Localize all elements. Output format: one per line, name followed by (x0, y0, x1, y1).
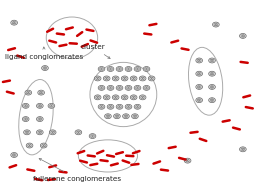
Circle shape (240, 33, 246, 38)
Circle shape (121, 76, 128, 81)
Circle shape (114, 114, 120, 119)
Circle shape (132, 114, 138, 119)
Circle shape (209, 84, 215, 89)
Circle shape (107, 85, 114, 90)
Circle shape (134, 104, 141, 109)
Circle shape (89, 134, 96, 139)
Circle shape (103, 76, 110, 81)
Circle shape (209, 58, 215, 63)
Circle shape (38, 90, 44, 95)
Circle shape (103, 95, 110, 100)
Circle shape (130, 95, 137, 100)
Circle shape (139, 76, 146, 81)
Circle shape (125, 85, 132, 90)
Circle shape (130, 76, 137, 81)
Circle shape (112, 95, 119, 100)
Circle shape (196, 71, 203, 76)
Circle shape (125, 67, 132, 71)
Circle shape (36, 130, 43, 135)
Circle shape (24, 130, 30, 135)
Circle shape (75, 130, 82, 135)
Circle shape (213, 22, 219, 27)
Circle shape (123, 114, 129, 119)
Text: fullerene conglomerates: fullerene conglomerates (33, 159, 121, 182)
Text: cluster: cluster (81, 44, 110, 59)
Circle shape (49, 130, 56, 135)
Circle shape (98, 104, 105, 109)
Circle shape (36, 103, 43, 108)
Circle shape (196, 98, 203, 103)
Circle shape (134, 67, 141, 71)
Circle shape (36, 117, 43, 122)
Circle shape (105, 114, 111, 119)
Circle shape (22, 117, 29, 122)
Circle shape (209, 71, 215, 76)
Circle shape (148, 76, 155, 81)
Circle shape (240, 147, 246, 152)
Circle shape (116, 85, 123, 90)
Circle shape (112, 76, 119, 81)
Circle shape (11, 153, 17, 157)
Circle shape (121, 95, 128, 100)
Circle shape (143, 85, 150, 90)
Circle shape (26, 143, 33, 148)
Circle shape (184, 158, 191, 163)
Circle shape (94, 76, 101, 81)
Circle shape (25, 90, 32, 95)
Circle shape (42, 66, 48, 70)
Circle shape (107, 67, 114, 71)
Circle shape (22, 103, 29, 108)
Circle shape (40, 143, 47, 148)
Circle shape (125, 104, 132, 109)
Circle shape (11, 20, 17, 25)
Circle shape (143, 67, 150, 71)
Text: ligand conglomerates: ligand conglomerates (5, 47, 83, 60)
Circle shape (98, 85, 105, 90)
Circle shape (116, 67, 123, 71)
Circle shape (94, 95, 101, 100)
Circle shape (196, 84, 203, 89)
Circle shape (139, 95, 146, 100)
Circle shape (209, 98, 215, 103)
Circle shape (116, 104, 123, 109)
Circle shape (107, 104, 114, 109)
Circle shape (98, 67, 105, 71)
Circle shape (196, 58, 203, 63)
Circle shape (48, 103, 55, 108)
Circle shape (134, 85, 141, 90)
